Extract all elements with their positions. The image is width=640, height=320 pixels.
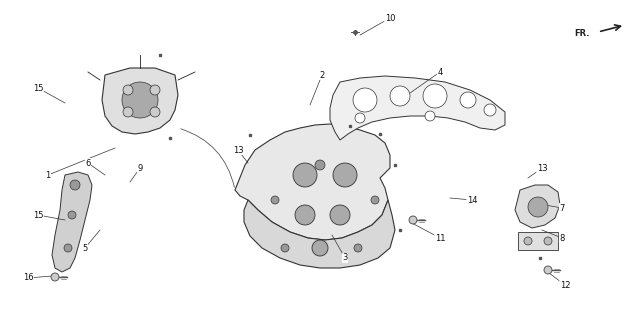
Circle shape [70, 180, 80, 190]
Circle shape [355, 113, 365, 123]
Text: FR.: FR. [575, 28, 590, 37]
Text: 15: 15 [33, 84, 44, 92]
Circle shape [51, 273, 59, 281]
Circle shape [460, 92, 476, 108]
Text: 13: 13 [233, 146, 243, 155]
Circle shape [123, 107, 133, 117]
Text: 11: 11 [435, 234, 445, 243]
Text: 9: 9 [138, 164, 143, 172]
Circle shape [150, 107, 160, 117]
Polygon shape [102, 68, 178, 134]
Text: 1: 1 [45, 171, 51, 180]
Text: 2: 2 [319, 70, 324, 79]
Text: 6: 6 [85, 158, 91, 167]
Text: 8: 8 [559, 234, 564, 243]
Circle shape [315, 160, 325, 170]
Text: 13: 13 [537, 164, 547, 172]
Circle shape [425, 111, 435, 121]
Circle shape [68, 211, 76, 219]
Circle shape [544, 237, 552, 245]
Circle shape [312, 240, 328, 256]
Polygon shape [244, 200, 395, 268]
Circle shape [524, 237, 532, 245]
Circle shape [371, 196, 379, 204]
Text: 7: 7 [559, 204, 564, 212]
Circle shape [295, 205, 315, 225]
Circle shape [64, 244, 72, 252]
Circle shape [390, 86, 410, 106]
Text: 10: 10 [385, 13, 396, 22]
Text: 14: 14 [467, 196, 477, 204]
Circle shape [293, 163, 317, 187]
Polygon shape [515, 185, 560, 228]
Circle shape [123, 85, 133, 95]
Circle shape [354, 244, 362, 252]
Circle shape [150, 85, 160, 95]
Text: 5: 5 [83, 244, 88, 252]
Polygon shape [52, 172, 92, 272]
Circle shape [353, 88, 377, 112]
Polygon shape [518, 232, 558, 250]
Circle shape [333, 163, 357, 187]
Text: 16: 16 [22, 274, 33, 283]
Circle shape [281, 244, 289, 252]
Text: 3: 3 [342, 253, 348, 262]
Circle shape [409, 216, 417, 224]
Text: 12: 12 [560, 281, 570, 290]
Text: 15: 15 [33, 211, 44, 220]
Polygon shape [330, 76, 505, 140]
Text: 4: 4 [437, 68, 443, 76]
Circle shape [484, 104, 496, 116]
Circle shape [122, 82, 158, 118]
Circle shape [423, 84, 447, 108]
Polygon shape [235, 124, 390, 240]
Circle shape [271, 196, 279, 204]
Circle shape [528, 197, 548, 217]
Circle shape [330, 205, 350, 225]
Circle shape [544, 266, 552, 274]
